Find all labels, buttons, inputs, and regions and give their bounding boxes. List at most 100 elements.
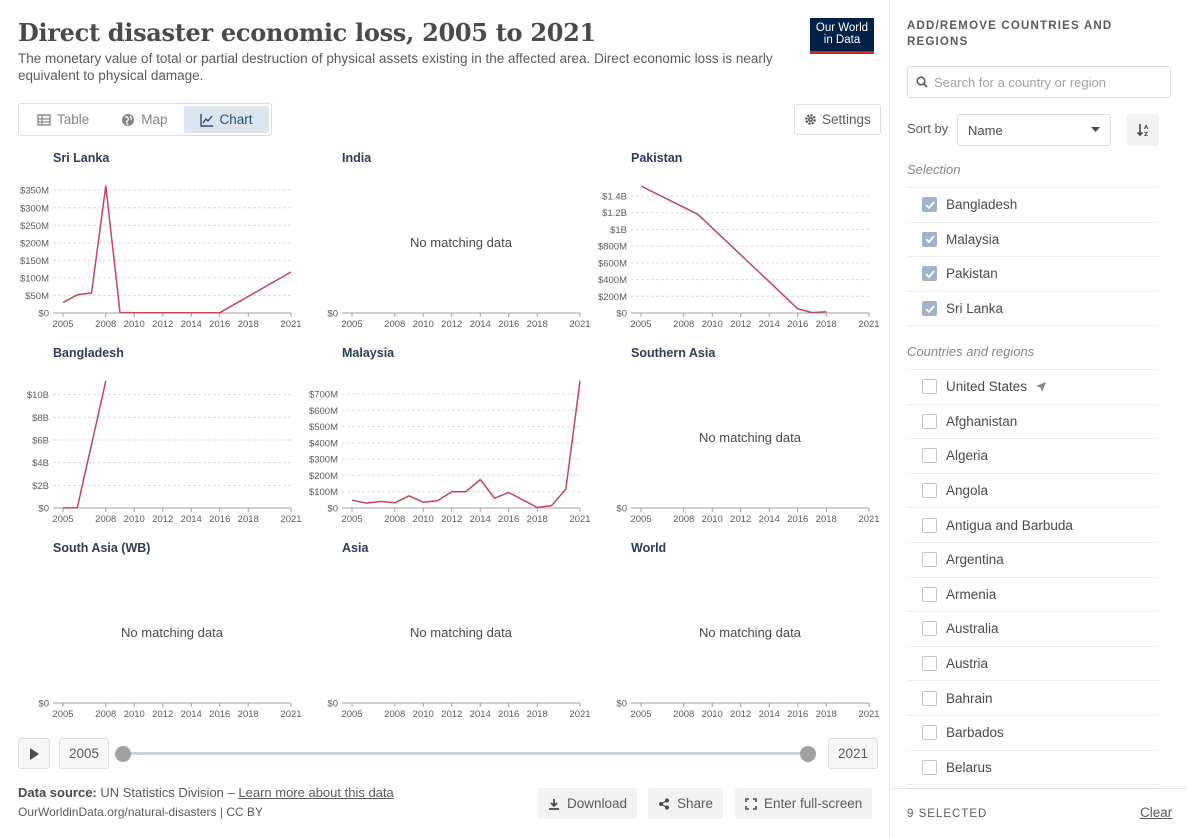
y-tick-label: $50M <box>25 291 49 302</box>
x-tick-label: 2018 <box>527 514 548 525</box>
country-item[interactable]: Sri Lanka <box>907 292 1159 327</box>
x-tick-label: 2018 <box>527 709 548 720</box>
timeline-track[interactable] <box>123 752 807 755</box>
source-url[interactable]: OurWorldinData.org/natural-disasters | C… <box>18 805 263 819</box>
fullscreen-button[interactable]: Enter full-screen <box>735 788 873 819</box>
x-tick-label: 2010 <box>413 514 434 525</box>
sort-select[interactable]: Name <box>957 114 1111 146</box>
x-tick-label: 2012 <box>441 319 462 330</box>
country-item[interactable]: Malaysia <box>907 223 1159 258</box>
y-tick-label: $0 <box>616 504 627 515</box>
checkbox[interactable] <box>922 725 937 741</box>
y-tick-label: $300M <box>309 455 338 466</box>
y-tick-label: $800M <box>598 242 627 253</box>
x-tick-label: 2014 <box>759 319 780 330</box>
x-tick-label: 2008 <box>673 709 694 720</box>
timeline-start-handle[interactable] <box>115 746 131 762</box>
checkbox[interactable] <box>922 759 937 775</box>
checkbox[interactable] <box>922 586 937 602</box>
x-tick-label: 2014 <box>470 709 491 720</box>
x-tick-label: 2005 <box>630 514 651 525</box>
y-tick-label: $600M <box>309 406 338 417</box>
tab-chart[interactable]: Chart <box>183 106 269 133</box>
check-icon <box>924 305 935 313</box>
country-label: Bahrain <box>946 690 993 706</box>
checkbox-checked[interactable] <box>922 301 937 317</box>
country-item[interactable]: Austria <box>907 647 1159 682</box>
country-item[interactable]: United States <box>907 370 1159 405</box>
country-label: Austria <box>946 656 989 672</box>
checkbox[interactable] <box>922 690 937 706</box>
checkbox[interactable] <box>922 379 937 395</box>
x-tick-label: 2005 <box>630 709 651 720</box>
x-tick-label: 2021 <box>858 709 879 720</box>
x-tick-label: 2005 <box>341 319 362 330</box>
search-icon <box>916 76 928 88</box>
y-tick-label: $10B <box>27 390 49 401</box>
tab-table[interactable]: Table <box>21 106 105 133</box>
checkbox[interactable] <box>922 448 937 464</box>
checkbox-checked[interactable] <box>922 266 937 282</box>
search-box[interactable] <box>907 66 1171 98</box>
country-item[interactable]: Bangladesh <box>907 188 1159 223</box>
x-tick-label: 2008 <box>673 319 694 330</box>
x-tick-label: 2016 <box>787 319 808 330</box>
checkbox-checked[interactable] <box>922 197 937 213</box>
y-tick-label: $0 <box>38 504 49 515</box>
country-item[interactable]: Australia <box>907 612 1159 647</box>
play-button[interactable] <box>18 738 50 769</box>
country-label: Bangladesh <box>946 197 1018 213</box>
country-label: United States <box>946 379 1028 395</box>
country-item[interactable]: Algeria <box>907 439 1159 474</box>
x-tick-label: 2014 <box>470 319 491 330</box>
country-item[interactable]: Angola <box>907 474 1159 509</box>
chart-panel-0: Sri Lanka $0 $50M $100M $150M $200M $250M $300M… <box>20 151 302 330</box>
checkbox[interactable] <box>922 656 937 672</box>
search-input[interactable] <box>934 74 1164 90</box>
y-tick-label: $350M <box>20 186 49 197</box>
x-tick-label: 2008 <box>384 319 405 330</box>
country-item[interactable]: Argentina <box>907 543 1159 578</box>
checkbox[interactable] <box>922 413 937 429</box>
owid-logo[interactable]: Our World in Data <box>810 18 874 54</box>
x-tick-label: 2016 <box>498 514 519 525</box>
country-item[interactable]: Belarus <box>907 751 1159 786</box>
logo-line-2: in Data <box>823 34 861 46</box>
entity-selector-sidebar: ADD/REMOVE COUNTRIES AND REGIONS Sort by… <box>891 0 1187 837</box>
timeline-end-year[interactable]: 2021 <box>828 738 879 769</box>
checkbox[interactable] <box>922 621 937 637</box>
y-tick-label: $200M <box>309 471 338 482</box>
y-tick-label: $1B <box>610 225 627 236</box>
country-item[interactable]: Bahrain <box>907 681 1159 716</box>
x-tick-label: 2010 <box>413 319 434 330</box>
x-tick-label: 2021 <box>569 319 590 330</box>
country-item[interactable]: Antigua and Barbuda <box>907 508 1159 543</box>
x-tick-label: 2021 <box>569 709 590 720</box>
checkbox[interactable] <box>922 483 937 499</box>
country-item[interactable]: Afghanistan <box>907 405 1159 440</box>
country-item[interactable]: Armenia <box>907 578 1159 613</box>
timeline-end-handle[interactable] <box>800 746 816 762</box>
learn-more-link[interactable]: Learn more about this data <box>238 785 394 800</box>
country-label: Sri Lanka <box>946 301 1004 317</box>
x-tick-label: 2008 <box>95 319 116 330</box>
data-source: Data source: UN Statistics Division – Le… <box>18 785 394 800</box>
x-tick-label: 2021 <box>858 319 879 330</box>
checkbox-checked[interactable] <box>922 231 937 247</box>
x-tick-label: 2005 <box>630 319 651 330</box>
x-tick-label: 2016 <box>498 709 519 720</box>
share-button[interactable]: Share <box>648 788 724 819</box>
x-tick-label: 2010 <box>702 709 723 720</box>
country-item[interactable]: Pakistan <box>907 257 1159 292</box>
tab-map[interactable]: Map <box>105 106 183 133</box>
country-item[interactable]: Barbados <box>907 716 1159 751</box>
chart-title-label: Pakistan <box>631 151 682 165</box>
settings-button[interactable]: Settings <box>794 104 881 135</box>
timeline-start-year[interactable]: 2005 <box>59 738 110 769</box>
clear-button[interactable]: Clear <box>1140 805 1173 820</box>
x-tick-label: 2014 <box>181 514 202 525</box>
checkbox[interactable] <box>922 517 937 533</box>
download-button[interactable]: Download <box>538 788 638 819</box>
checkbox[interactable] <box>922 552 937 568</box>
